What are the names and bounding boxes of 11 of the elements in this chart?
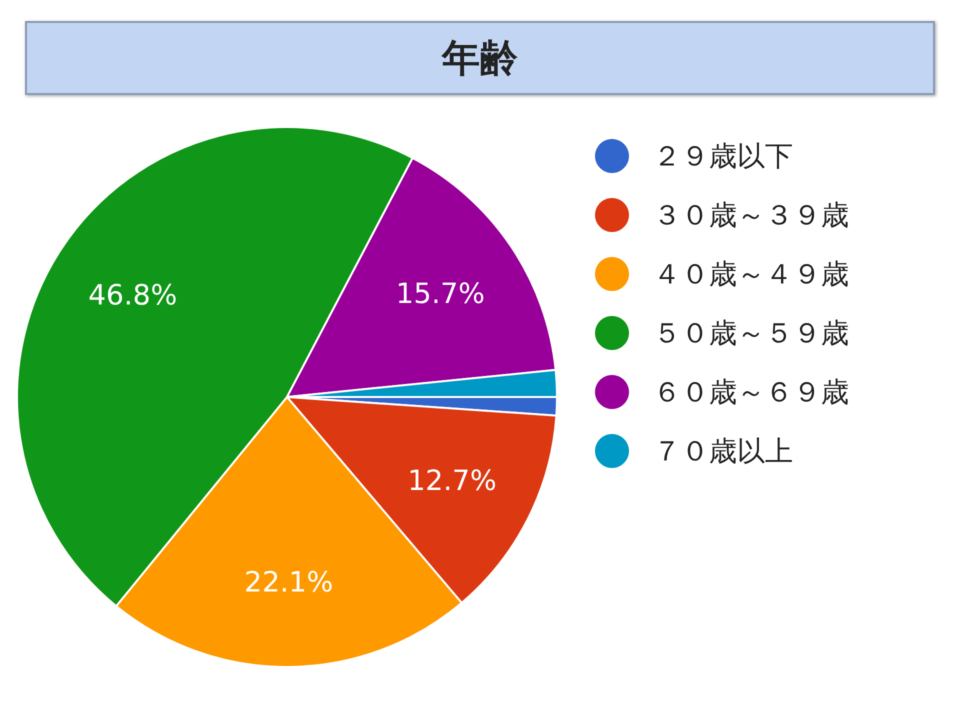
legend-label: ７０歳以上 (653, 434, 793, 468)
legend-label: ２９歳以下 (653, 140, 793, 172)
legend-label: ３０歳～３９歳 (653, 198, 849, 232)
chart-title: 年齢 (441, 36, 518, 80)
data-label: 22.1% (244, 565, 334, 598)
legend-label: ６０歳～６９歳 (653, 376, 849, 408)
data-label: 12.7% (408, 464, 497, 497)
data-label: 46.8% (88, 278, 178, 312)
legend-label: ４０歳～４９歳 (653, 258, 849, 290)
legend-label: ５０歳～５９歳 (653, 316, 849, 350)
data-label: 15.7% (396, 277, 485, 310)
